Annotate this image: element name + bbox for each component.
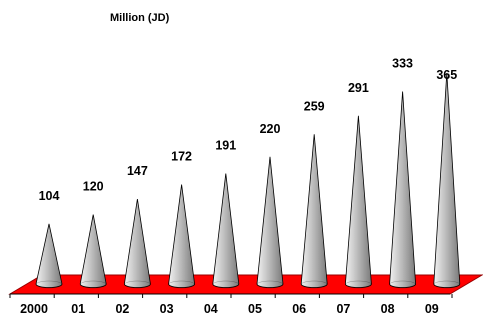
data-label: 220 <box>260 122 281 136</box>
cone-base <box>212 280 240 289</box>
cone-body <box>168 184 196 288</box>
data-label: 172 <box>171 150 192 164</box>
cone-base <box>124 280 151 289</box>
cone-base <box>389 280 416 289</box>
x-tick-labels: 2000 01 02 03 04 05 06 07 08 09 <box>20 302 439 316</box>
x-tick-label: 08 <box>381 302 395 316</box>
data-label: 259 <box>304 99 325 113</box>
x-tick-label: 2000 <box>20 302 48 316</box>
x-tick-label: 07 <box>336 302 350 316</box>
cone-body <box>35 223 63 288</box>
cone-base <box>256 280 284 289</box>
data-label: 191 <box>215 139 236 153</box>
x-tick-label: 04 <box>204 302 218 316</box>
cone-01 <box>79 214 107 289</box>
cone-02 <box>123 198 151 289</box>
data-label: 120 <box>83 180 104 194</box>
x-tick-label: 09 <box>425 302 439 316</box>
cone-base <box>79 280 107 289</box>
data-label: 147 <box>127 164 148 178</box>
cone-body <box>256 156 284 288</box>
data-label: 333 <box>392 56 413 70</box>
x-axis-ticks <box>9 294 453 298</box>
cone-base <box>35 280 63 289</box>
cone-06 <box>300 134 328 289</box>
cone-body <box>433 72 461 288</box>
cone-body <box>389 91 417 288</box>
cone-03 <box>168 184 196 289</box>
x-tick-label: 06 <box>292 302 306 316</box>
cone-base <box>345 280 372 289</box>
cone-2000 <box>35 223 63 289</box>
cone-body <box>212 173 240 288</box>
data-label: 104 <box>39 189 60 203</box>
cone-body <box>300 134 328 288</box>
cone-04 <box>212 173 240 289</box>
cone-body <box>344 115 372 288</box>
cone-body <box>79 214 107 288</box>
data-labels: 104 120 147 172 191 220 259 291 333 365 <box>39 56 458 202</box>
x-tick-label: 01 <box>71 302 85 316</box>
data-label: 365 <box>436 68 457 82</box>
cone-09 <box>433 72 461 289</box>
data-label: 291 <box>348 81 369 95</box>
cone-base <box>433 280 461 289</box>
cone-base <box>300 280 328 289</box>
chart-title: Million (JD) <box>110 12 170 24</box>
x-tick-label: 02 <box>115 302 129 316</box>
cone-series <box>35 72 461 289</box>
cone-body <box>123 198 151 288</box>
cone-07 <box>344 115 372 289</box>
x-tick-label: 03 <box>160 302 174 316</box>
cone-base <box>168 280 195 289</box>
x-tick-label: 05 <box>248 302 262 316</box>
cone-05 <box>256 156 284 289</box>
cone-08 <box>389 91 417 289</box>
